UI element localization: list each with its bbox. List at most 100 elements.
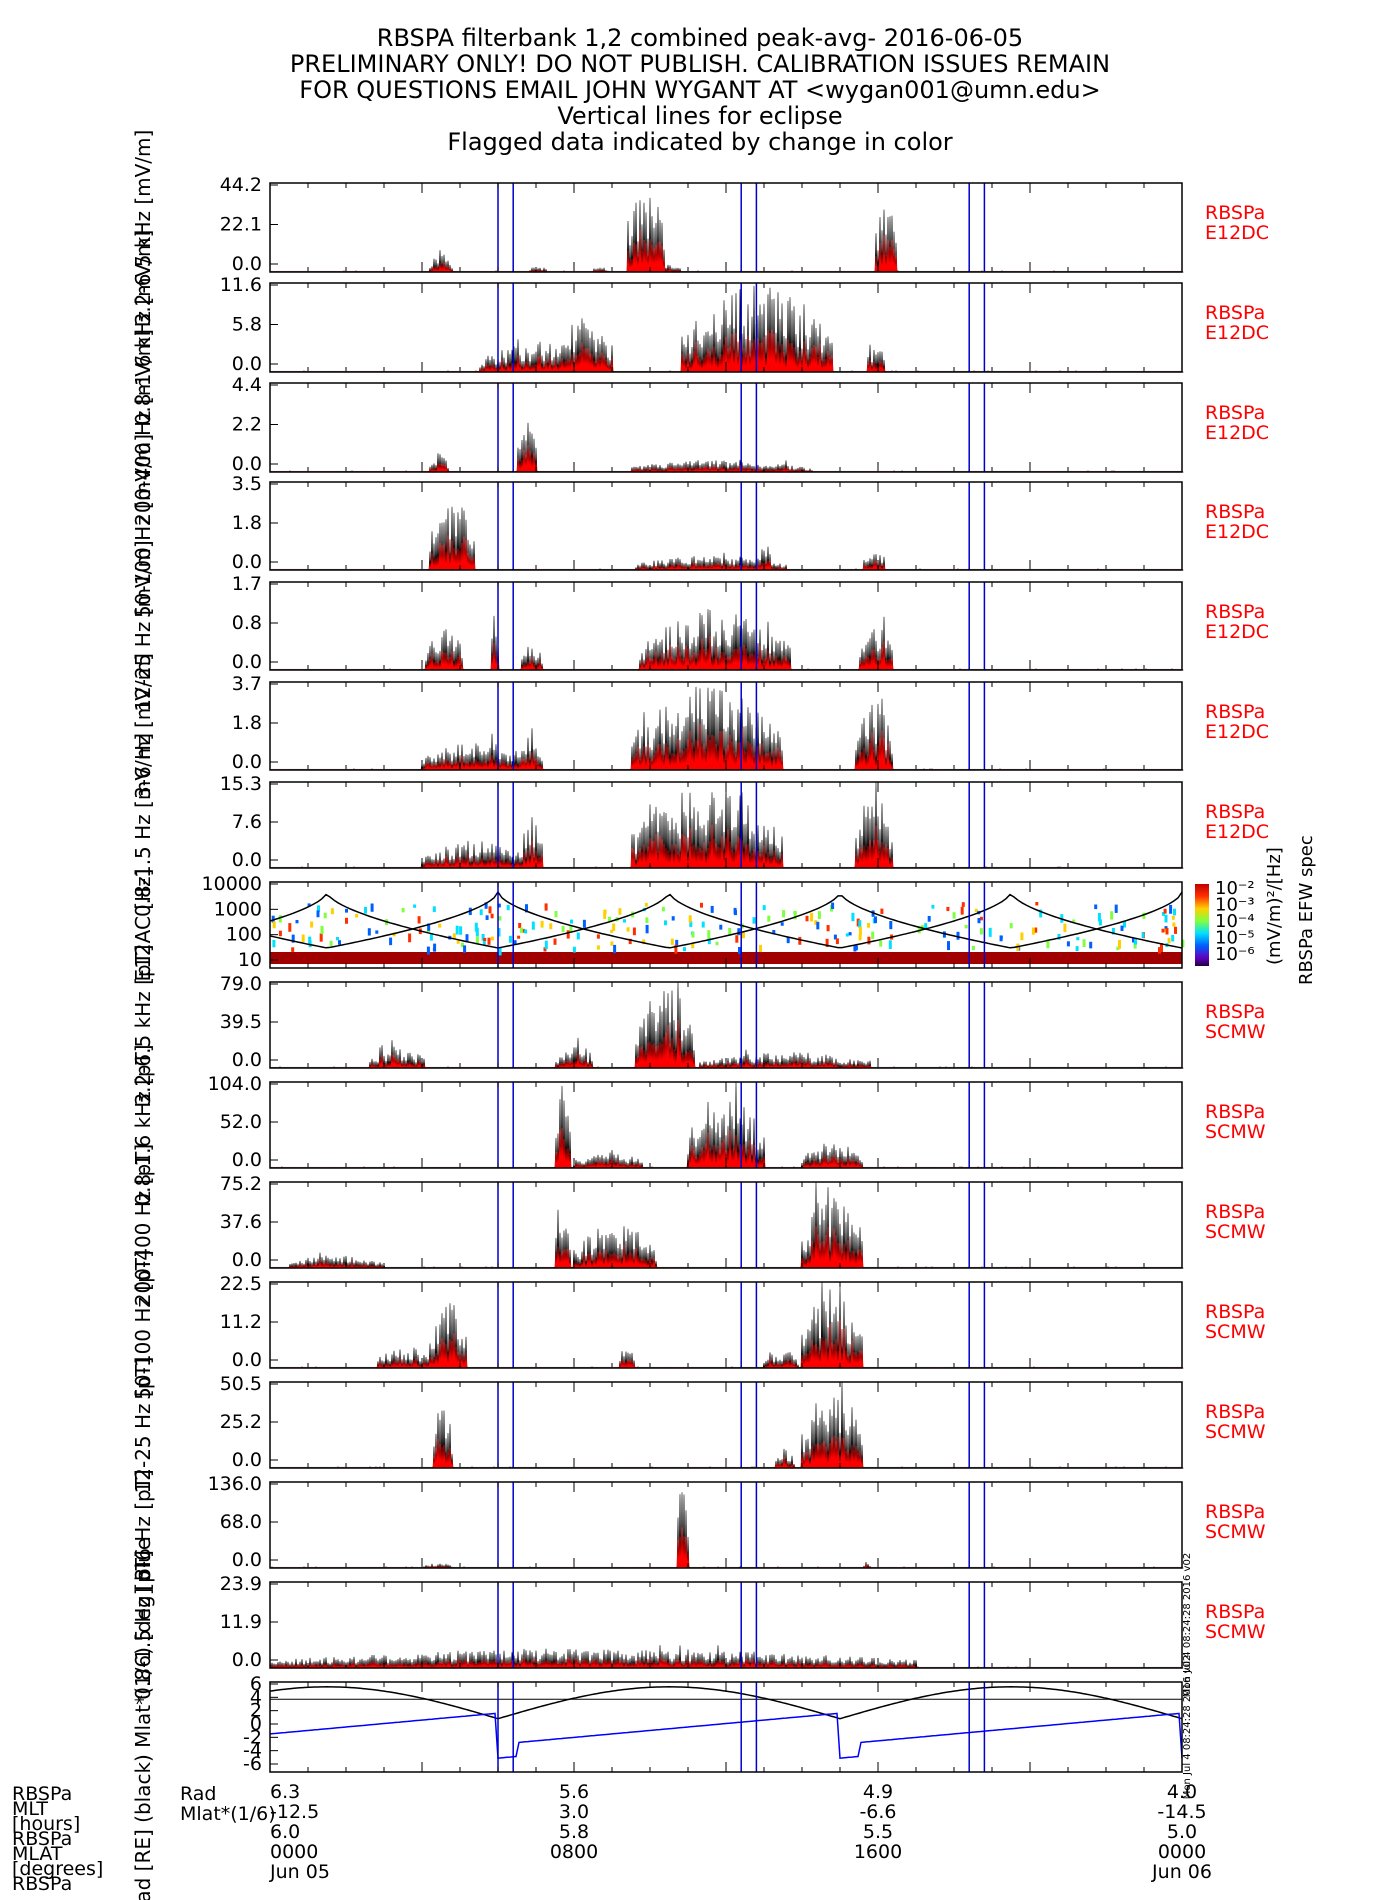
instrument-label: E12DC	[1205, 821, 1269, 843]
mid-axis-label: Rad	[180, 1783, 217, 1805]
instrument-label: SCMW	[1205, 1321, 1266, 1343]
spectrogram-cell	[278, 930, 282, 937]
spectrogram-cell	[607, 916, 611, 922]
spectrogram-cell	[854, 945, 858, 951]
spectrogram-cell	[942, 931, 946, 938]
spectrogram-cell	[456, 939, 460, 944]
spectrogram-cell	[798, 936, 802, 945]
instrument-label: RBSPa	[1205, 701, 1265, 723]
spectrogram-cell	[1134, 938, 1137, 945]
x-axis-label: 5.0	[1167, 1821, 1197, 1843]
spectrogram-cell	[979, 916, 983, 921]
spectrogram-cell	[1164, 926, 1168, 930]
spectrogram-cell	[946, 906, 950, 912]
spectrogram-cell	[288, 923, 292, 932]
y-axis-label: 0.8-1.6 kHz [mV/m]	[131, 230, 155, 426]
spectrogram-cell	[475, 927, 479, 937]
spectrogram-cell	[1057, 933, 1061, 940]
spectrogram-cell	[927, 916, 931, 922]
spectrogram-cell	[618, 908, 622, 915]
instrument-label: SCMW	[1205, 1121, 1266, 1143]
spectrogram-cell	[1161, 912, 1165, 916]
y-tick-label: 0.0	[232, 551, 262, 573]
spectrogram-cell	[497, 928, 501, 937]
spectrogram-cell	[544, 903, 548, 911]
spectrogram-cell	[645, 917, 649, 923]
spectrogram-cell	[1163, 908, 1167, 914]
y-tick-label: 0.0	[232, 651, 262, 673]
spectrogram-cell	[561, 925, 565, 932]
spectrogram-cell	[485, 915, 489, 920]
spectrogram-cell	[814, 920, 818, 925]
spectrogram-cell	[1167, 937, 1171, 944]
spectrogram-cell	[710, 905, 714, 913]
spectrogram-cell	[1173, 908, 1176, 916]
spectrogram-cell	[664, 920, 667, 926]
colorbar-label: (mV/m)²/[Hz]	[1264, 847, 1285, 965]
spectrogram-cell	[613, 944, 617, 954]
spectrogram-cell	[291, 947, 295, 952]
spectrogram-cell	[517, 935, 521, 939]
spectrogram-cell	[786, 937, 790, 944]
spectrogram-cell	[961, 902, 965, 907]
spectrogram-cell	[707, 937, 711, 945]
y-axis-label: 50-100 Hz [mV/m]	[131, 434, 155, 618]
y-tick-label: 2	[250, 1700, 262, 1722]
spectrogram-cell	[780, 922, 784, 926]
spectrogram-cell	[582, 919, 586, 928]
x-axis-label: -12.5	[270, 1801, 319, 1823]
y-tick-label: 0.0	[232, 253, 262, 275]
spectrogram-cell	[518, 923, 522, 929]
peak-series	[269, 981, 1184, 1069]
spectrogram-cell	[1020, 932, 1024, 941]
y-tick-label: 0.0	[232, 1149, 262, 1171]
spectrogram-cell	[429, 933, 433, 941]
spectrogram-cell	[291, 934, 295, 943]
spectrogram-cell	[831, 902, 835, 910]
x-axis-label: 3.0	[559, 1801, 589, 1823]
y-tick-label: 15.3	[220, 773, 262, 795]
spectrogram-cell	[644, 902, 648, 907]
panel-frame	[269, 1181, 1183, 1269]
x-axis-label: 1600	[854, 1841, 902, 1863]
panel-frame	[269, 182, 1183, 273]
spectrogram-cell	[689, 920, 693, 927]
spectrogram-cell	[880, 908, 884, 914]
y-tick-label: 79.0	[220, 973, 262, 995]
y-tick-label: 22.5	[220, 1273, 262, 1295]
panel-8: 10⁻²10⁻³10⁻⁴10⁻⁵10⁻⁶ (mV/m)²/[Hz] RBSPa EF…	[131, 835, 1317, 985]
y-tick-label: 25.2	[220, 1411, 262, 1433]
x-axis-label: 0800	[550, 1841, 598, 1863]
spectrogram-cell	[1132, 937, 1135, 943]
instrument-label: RBSPa	[1205, 1201, 1265, 1223]
spectrogram-cell	[408, 933, 412, 943]
spectrogram-cell	[1171, 915, 1175, 920]
instrument-label: RBSPa	[1205, 1301, 1265, 1323]
peak-series	[269, 1282, 1184, 1369]
peak-series	[269, 1381, 1184, 1469]
spectrogram-cell	[737, 928, 741, 936]
spectrogram-cell	[1181, 939, 1185, 948]
spectrogram-cell	[475, 936, 479, 944]
spectrogram-cell	[576, 932, 580, 940]
instrument-label: E12DC	[1205, 621, 1269, 643]
plot-title-4: Vertical lines for eclipse	[557, 102, 843, 130]
y-axis-label: 3-6 Hz [pT]	[131, 1469, 155, 1580]
spectrogram-cell	[988, 927, 992, 937]
mlat-line	[269, 1712, 1183, 1760]
spectrogram-cell	[474, 922, 478, 932]
spectrogram-cell	[603, 910, 607, 919]
y-tick-label: 22.1	[220, 214, 262, 236]
instrument-label: SCMW	[1205, 1021, 1266, 1043]
y-tick-label: 3.5	[232, 473, 262, 495]
spectrogram-cell	[1171, 934, 1175, 942]
spectrogram-cell	[272, 921, 276, 929]
plot-title-2: PRELIMINARY ONLY! DO NOT PUBLISH. CALIBR…	[289, 50, 1111, 78]
spectrogram-cell	[401, 907, 405, 913]
y-tick-label: 23.9	[220, 1573, 262, 1595]
spectrogram-cell	[628, 938, 632, 945]
spectrogram-cell	[1072, 919, 1076, 924]
